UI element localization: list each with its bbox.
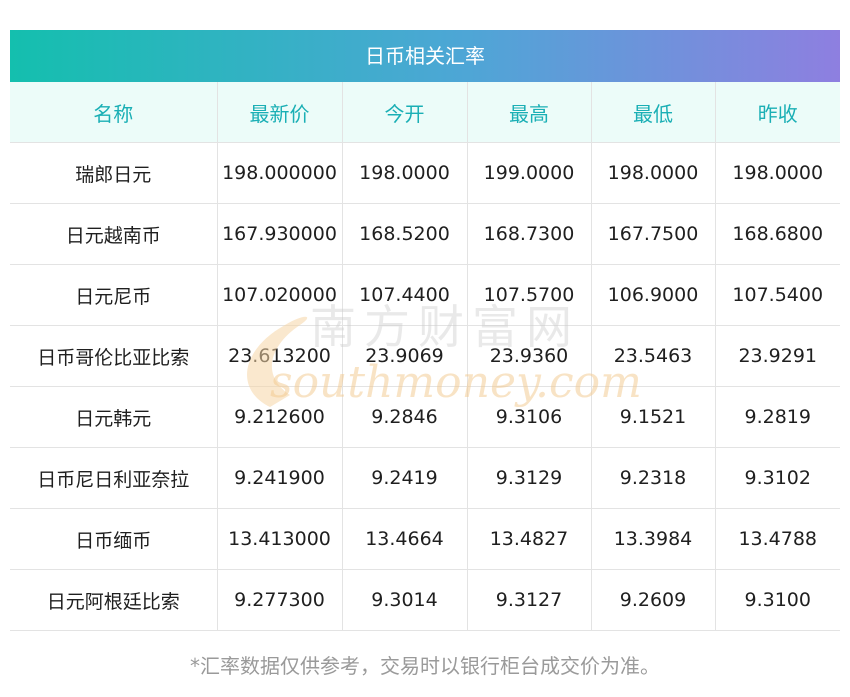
col-header-name: 名称 (10, 82, 217, 143)
cell-prev-close: 107.5400 (714, 264, 840, 326)
cell-prev-close: 9.2819 (714, 386, 840, 448)
cell-low: 9.2609 (590, 569, 715, 631)
cell-low: 9.1521 (590, 386, 715, 448)
cell-latest: 13.413000 (216, 508, 342, 570)
cell-high: 9.3106 (466, 386, 591, 448)
col-header-high: 最高 (466, 82, 591, 143)
cell-name: 日元越南币 (10, 203, 217, 265)
cell-name: 日币缅币 (10, 508, 217, 570)
cell-prev-close: 9.3102 (714, 447, 840, 509)
cell-name: 日币尼日利亚奈拉 (10, 447, 217, 509)
cell-low: 167.7500 (590, 203, 715, 265)
cell-high: 9.3129 (466, 447, 591, 509)
cell-prev-close: 9.3100 (714, 569, 840, 631)
cell-open: 9.3014 (341, 569, 467, 631)
cell-latest: 107.020000 (216, 264, 342, 326)
col-header-latest: 最新价 (216, 82, 342, 143)
cell-open: 13.4664 (341, 508, 467, 570)
cell-open: 23.9069 (341, 325, 467, 387)
cell-name: 瑞郎日元 (10, 142, 217, 204)
cell-high: 107.5700 (466, 264, 591, 326)
cell-prev-close: 198.0000 (714, 142, 840, 204)
cell-latest: 167.930000 (216, 203, 342, 265)
table-row: 日元越南币 167.930000 168.5200 168.7300 167.7… (10, 203, 840, 265)
cell-prev-close: 13.4788 (714, 508, 840, 570)
cell-high: 168.7300 (466, 203, 591, 265)
cell-name: 日元尼币 (10, 264, 217, 326)
header-row: 名称 最新价 今开 最高 最低 昨收 (10, 82, 840, 143)
table-row: 日币缅币 13.413000 13.4664 13.4827 13.3984 1… (10, 508, 840, 570)
cell-name: 日元阿根廷比索 (10, 569, 217, 631)
table-row: 日元韩元 9.212600 9.2846 9.3106 9.1521 9.281… (10, 386, 840, 448)
col-header-low: 最低 (590, 82, 715, 143)
cell-prev-close: 168.6800 (714, 203, 840, 265)
cell-high: 199.0000 (466, 142, 591, 204)
cell-latest: 23.613200 (216, 325, 342, 387)
table-row: 瑞郎日元 198.000000 198.0000 199.0000 198.00… (10, 142, 840, 204)
cell-low: 13.3984 (590, 508, 715, 570)
cell-latest: 9.212600 (216, 386, 342, 448)
cell-low: 198.0000 (590, 142, 715, 204)
cell-latest: 9.277300 (216, 569, 342, 631)
table-row: 日元尼币 107.020000 107.4400 107.5700 106.90… (10, 264, 840, 326)
exchange-rate-table: 名称 最新价 今开 最高 最低 昨收 瑞郎日元 198.000000 198.0… (10, 82, 840, 631)
cell-high: 13.4827 (466, 508, 591, 570)
disclaimer-note: *汇率数据仅供参考，交易时以银行柜台成交价为准。 (190, 654, 660, 678)
cell-low: 106.9000 (590, 264, 715, 326)
cell-high: 9.3127 (466, 569, 591, 631)
cell-open: 168.5200 (341, 203, 467, 265)
table-row: 日币哥伦比亚比索 23.613200 23.9069 23.9360 23.54… (10, 325, 840, 387)
cell-low: 9.2318 (590, 447, 715, 509)
cell-latest: 198.000000 (216, 142, 342, 204)
cell-open: 198.0000 (341, 142, 467, 204)
cell-name: 日元韩元 (10, 386, 217, 448)
cell-open: 107.4400 (341, 264, 467, 326)
col-header-prev-close: 昨收 (714, 82, 840, 143)
cell-prev-close: 23.9291 (714, 325, 840, 387)
cell-latest: 9.241900 (216, 447, 342, 509)
exchange-rate-card: 日币相关汇率 名称 最新价 今开 最高 最低 昨收 瑞郎日元 198.00000… (10, 30, 840, 631)
col-header-open: 今开 (341, 82, 467, 143)
cell-open: 9.2419 (341, 447, 467, 509)
table-row: 日元阿根廷比索 9.277300 9.3014 9.3127 9.2609 9.… (10, 569, 840, 631)
cell-name: 日币哥伦比亚比索 (10, 325, 217, 387)
table-title: 日币相关汇率 (10, 30, 840, 82)
cell-low: 23.5463 (590, 325, 715, 387)
table-row: 日币尼日利亚奈拉 9.241900 9.2419 9.3129 9.2318 9… (10, 447, 840, 509)
cell-open: 9.2846 (341, 386, 467, 448)
cell-high: 23.9360 (466, 325, 591, 387)
